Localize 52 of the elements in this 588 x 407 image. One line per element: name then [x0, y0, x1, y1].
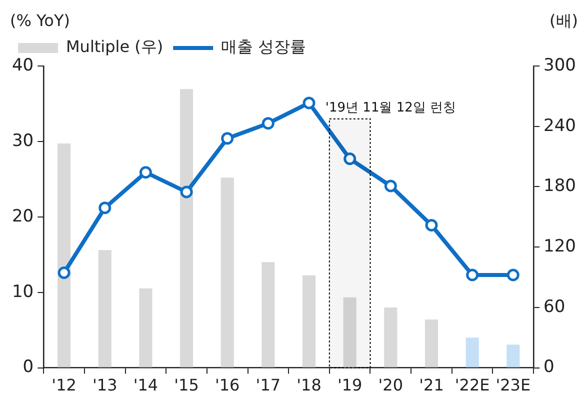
bar [262, 262, 275, 368]
x-tick-label: '19 [337, 376, 362, 395]
bar [343, 297, 356, 368]
y2-tick-label: 120 [544, 236, 576, 256]
y-tick-label: 40 [12, 55, 34, 76]
bar [424, 320, 438, 368]
x-tick-label: '16 [214, 376, 240, 395]
bar [139, 288, 152, 368]
point [262, 117, 274, 130]
point [425, 218, 438, 232]
x-tick-label: '12 [52, 376, 76, 395]
legend-label: Multiple (우) [66, 37, 164, 56]
point [180, 186, 193, 198]
y2-tick-label: 0 [544, 357, 554, 378]
point [139, 166, 152, 179]
x-tick-label: '21 [419, 376, 444, 395]
point [221, 132, 234, 145]
point [384, 180, 397, 192]
point [58, 266, 70, 279]
y-tick-label: 20 [12, 206, 34, 226]
bar [384, 307, 398, 368]
bar [220, 178, 234, 368]
y-axis-title: (% YoY) [10, 11, 70, 30]
point [302, 96, 316, 110]
y2-tick-label: 240 [544, 116, 576, 136]
y2-tick-label: 180 [544, 176, 576, 196]
y2-tick-label: 300 [544, 55, 576, 76]
x-tick-label: '22E [454, 376, 490, 395]
y-tick-label: 30 [12, 130, 34, 151]
y2-axis-title: (배) [550, 11, 578, 30]
legend-label: 매출 성장률 [221, 37, 306, 56]
y-tick-label: 10 [12, 282, 34, 302]
x-tick-label: '15 [174, 376, 199, 395]
bar [58, 143, 71, 368]
point [506, 268, 520, 282]
x-tick-label: '20 [378, 376, 404, 395]
bar [506, 344, 520, 368]
bar [302, 275, 316, 368]
bar [98, 250, 112, 368]
x-tick-label: '18 [296, 376, 322, 395]
y2-tick-label: 60 [544, 296, 566, 317]
x-tick-label: '13 [92, 376, 118, 395]
x-tick-label: '17 [256, 376, 281, 395]
point [344, 152, 356, 166]
bar [180, 89, 194, 368]
annotation: '19년 11월 12일 런칭 [325, 100, 456, 116]
y-tick-label: 0 [22, 357, 34, 378]
point [98, 202, 112, 214]
x-tick-label: '23E [496, 376, 531, 395]
x-tick-label: '14 [133, 376, 158, 395]
point [466, 268, 479, 282]
bar [466, 338, 479, 368]
